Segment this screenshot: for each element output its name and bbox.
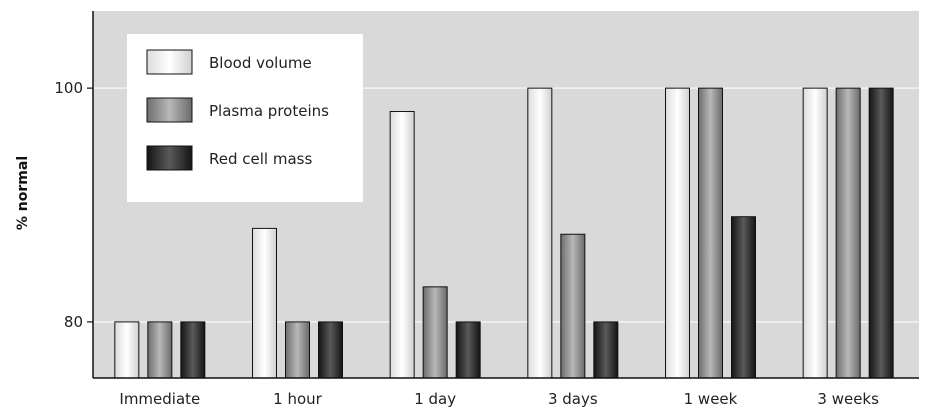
bar-red-cell-mass-1 xyxy=(318,321,343,379)
legend-items: Blood volume Plasma proteins Red cell mass xyxy=(146,49,329,171)
legend-swatch-red-cell-mass xyxy=(146,145,193,171)
x-tick-label: 1 week xyxy=(684,390,738,408)
legend-label-red-cell-mass: Red cell mass xyxy=(209,150,312,168)
bar-blood-volume-3 xyxy=(527,87,553,379)
bar-red-cell-mass-3 xyxy=(593,321,619,379)
x-tick-label: 1 hour xyxy=(273,390,323,408)
y-ticks: 80 100 xyxy=(54,79,93,331)
x-tick-label: 1 day xyxy=(414,390,456,408)
legend-label-blood-volume: Blood volume xyxy=(209,54,312,72)
bar-plasma-proteins-5 xyxy=(835,87,861,379)
bar-red-cell-mass-2 xyxy=(455,321,481,379)
bar-plasma-proteins-0 xyxy=(147,321,173,379)
bar-plasma-proteins-1 xyxy=(285,321,310,379)
x-tick-label: 3 weeks xyxy=(817,390,879,408)
bar-red-cell-mass-0 xyxy=(180,321,206,379)
bar-blood-volume-0 xyxy=(114,321,140,379)
bar-plasma-proteins-2 xyxy=(422,286,448,379)
y-tick-label: 80 xyxy=(64,313,83,331)
bar-blood-volume-5 xyxy=(802,87,828,379)
x-ticks: Immediate 1 hour 1 day 3 days 1 week 3 weeks xyxy=(119,390,879,408)
bar-red-cell-mass-4 xyxy=(731,216,756,379)
bar-blood-volume-1 xyxy=(252,227,277,379)
bar-red-cell-mass-5 xyxy=(868,87,894,379)
bar-blood-volume-4 xyxy=(665,87,690,379)
legend-label-plasma-proteins: Plasma proteins xyxy=(209,102,329,120)
legend: Blood volume Plasma proteins Red cell mass xyxy=(127,34,363,202)
bars xyxy=(114,87,894,379)
bar-plasma-proteins-4 xyxy=(698,87,723,379)
bar-plasma-proteins-3 xyxy=(560,233,586,379)
x-tick-label: 3 days xyxy=(548,390,598,408)
legend-swatch-blood-volume xyxy=(146,49,193,75)
y-axis-label: % normal xyxy=(15,156,31,230)
legend-swatch-plasma-proteins xyxy=(146,97,193,123)
x-tick-label: Immediate xyxy=(119,390,200,408)
bar-blood-volume-2 xyxy=(389,111,415,379)
y-tick-label: 100 xyxy=(54,79,83,97)
